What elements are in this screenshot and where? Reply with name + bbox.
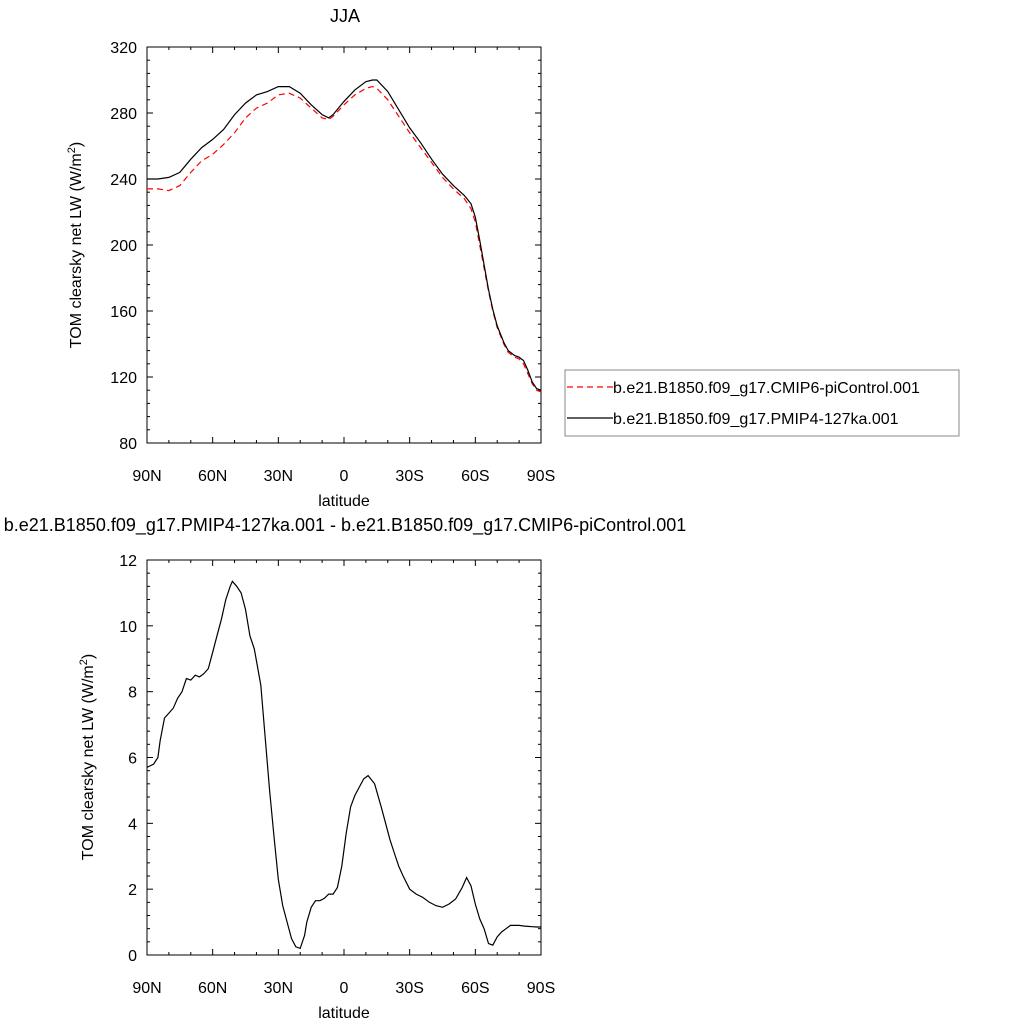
top-series-line-1	[147, 79, 542, 391]
top-y-axis-label: TOM clearsky net LW (W/m2)	[66, 142, 85, 348]
top-y-axis-label-sup: 2	[66, 147, 78, 153]
top-y-tick-label: 200	[110, 238, 137, 255]
bottom-x-tick-label: 90S	[527, 980, 555, 997]
bottom-series-line-0	[146, 580, 541, 950]
top-x-tick-label: 30S	[395, 468, 423, 485]
legend: b.e21.B1850.f09_g17.CMIP6-piControl.001 …	[564, 369, 960, 437]
bottom-x-axis-label: latitude	[318, 1005, 370, 1022]
top-y-axis-label-tail: )	[68, 142, 85, 147]
top-series-lines	[147, 79, 542, 393]
legend-label-127ka: b.e21.B1850.f09_g17.PMIP4-127ka.001	[613, 411, 899, 428]
bottom-x-tick-label: 60S	[461, 980, 489, 997]
top-x-axis-label: latitude	[318, 493, 370, 510]
bottom-y-tick-label: 4	[128, 816, 137, 833]
bottom-x-tick-label: 60N	[198, 980, 227, 997]
top-x-ticks: 90N 60N 30N 0 30S 60S 90S	[132, 47, 555, 485]
bottom-x-tick-label: 30S	[395, 980, 423, 997]
top-x-tick-label: 90N	[132, 468, 161, 485]
top-panel: JJA 90N 60N 30N 0 30S 60S 90S 8012016020024028…	[66, 6, 555, 510]
bottom-y-axis-label-tail: )	[80, 654, 97, 659]
top-y-tick-label: 120	[110, 370, 137, 387]
bottom-series-lines	[146, 580, 541, 950]
bottom-x-tick-label: 0	[340, 980, 349, 997]
bottom-x-ticks: 90N 60N 30N 0 30S 60S 90S	[132, 560, 555, 997]
top-y-tick-label: 320	[110, 40, 137, 57]
bottom-x-tick-label: 30N	[264, 980, 293, 997]
bottom-y-axis-label-main: TOM clearsky net LW (W/m	[80, 665, 97, 860]
bottom-y-tick-label: 10	[119, 619, 137, 636]
bottom-plot-frame	[146, 559, 542, 956]
top-chart-title: JJA	[330, 6, 360, 26]
top-series-line-0	[147, 85, 542, 393]
bottom-y-tick-label: 8	[128, 685, 137, 702]
top-x-tick-label: 0	[340, 468, 349, 485]
top-y-tick-label: 280	[110, 106, 137, 123]
bottom-y-tick-label: 6	[128, 751, 137, 768]
bottom-y-tick-label: 12	[119, 553, 137, 570]
bottom-y-ticks: 0 2 4 6 8 10 12	[119, 553, 541, 965]
bottom-panel: b.e21.B1850.f09_g17.PMIP4-127ka.001 - b.…	[4, 515, 686, 1022]
bottom-x-tick-label: 90N	[132, 980, 161, 997]
top-y-tick-label: 160	[110, 304, 137, 321]
legend-box	[564, 369, 960, 437]
legend-label-picontrol: b.e21.B1850.f09_g17.CMIP6-piControl.001	[613, 380, 920, 397]
bottom-y-axis-label: TOM clearsky net LW (W/m2)	[78, 654, 97, 860]
bottom-y-tick-label: 2	[128, 882, 137, 899]
top-x-tick-label: 90S	[527, 468, 555, 485]
top-plot-frame	[146, 46, 542, 444]
bottom-chart-title: b.e21.B1850.f09_g17.PMIP4-127ka.001 - b.…	[4, 515, 686, 536]
top-y-ticks: 80 120 160 200 240 280 320	[110, 40, 541, 453]
bottom-y-axis-label-sup: 2	[78, 659, 90, 665]
bottom-y-tick-label: 0	[128, 948, 137, 965]
top-x-tick-label: 60N	[198, 468, 227, 485]
top-y-tick-label: 240	[110, 172, 137, 189]
top-y-axis-label-main: TOM clearsky net LW (W/m	[68, 153, 85, 348]
top-x-tick-label: 30N	[264, 468, 293, 485]
top-x-tick-label: 60S	[461, 468, 489, 485]
top-y-tick-label: 80	[119, 436, 137, 453]
